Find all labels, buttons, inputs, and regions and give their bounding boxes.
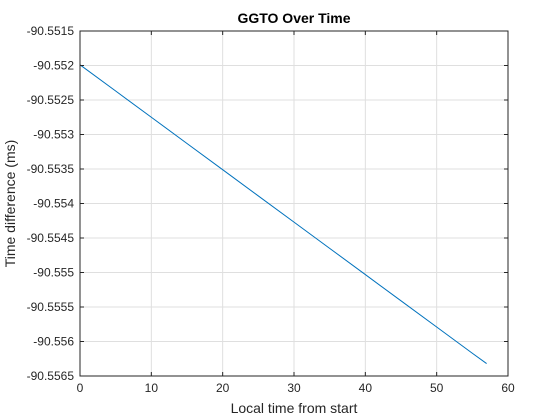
x-tick-label: 60 [501, 381, 515, 395]
x-tick-label: 20 [216, 381, 230, 395]
y-tick-label: -90.5565 [27, 369, 75, 383]
y-tick-label: -90.555 [33, 266, 74, 280]
y-tick-label: -90.553 [33, 128, 74, 142]
y-tick-label: -90.5555 [27, 300, 75, 314]
y-tick-label: -90.556 [33, 335, 74, 349]
x-tick-label: 40 [359, 381, 373, 395]
y-tick-label: -90.5545 [27, 231, 75, 245]
y-axis-label: Time difference (ms) [2, 140, 18, 268]
x-tick-label: 10 [145, 381, 159, 395]
x-tick-label: 50 [430, 381, 444, 395]
y-tick-label: -90.552 [33, 59, 74, 73]
y-tick-label: -90.554 [33, 197, 74, 211]
y-tick-label: -90.5525 [27, 93, 75, 107]
y-tick-label: -90.5515 [27, 24, 75, 38]
x-tick-label: 0 [77, 381, 84, 395]
x-axis-label: Local time from start [231, 400, 358, 416]
y-tick-label: -90.5535 [27, 162, 75, 176]
x-tick-label: 30 [287, 381, 301, 395]
chart-title: GGTO Over Time [237, 10, 350, 26]
